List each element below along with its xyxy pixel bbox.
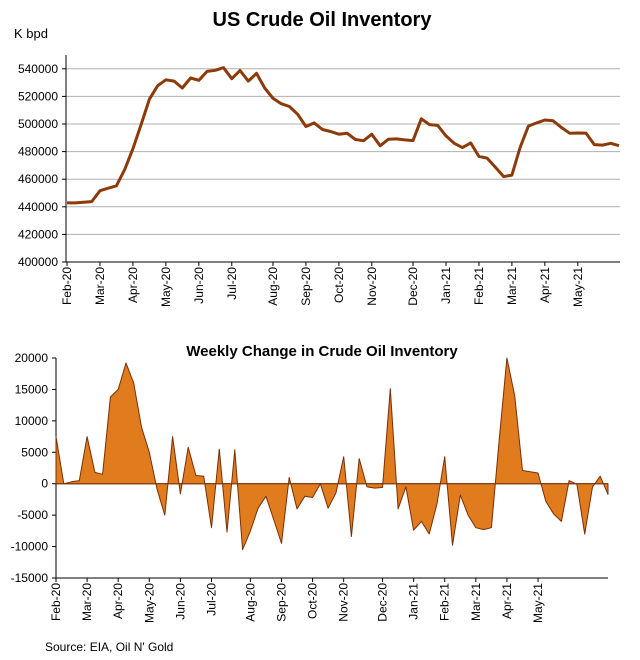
x-tick-label: Mar-20 xyxy=(80,583,94,621)
y-tick-label: 440000 xyxy=(18,200,58,214)
series-weekly-change xyxy=(55,357,609,551)
series-line xyxy=(67,66,620,205)
x-tick-label: Feb-20 xyxy=(49,583,63,621)
y-tick-label: 500000 xyxy=(18,117,58,131)
x-tick-label: May-21 xyxy=(571,267,585,307)
x-tick-label: Nov-20 xyxy=(365,267,379,306)
x-tick-label: Sep-20 xyxy=(299,267,313,306)
y-tick-label: 480000 xyxy=(18,145,58,159)
chart-title: Weekly Change in Crude Oil Inventory xyxy=(186,343,458,360)
axes xyxy=(62,55,620,266)
x-tick-label: Oct-20 xyxy=(332,267,346,303)
chart-inventory: US Crude Oil Inventory K bpd 400000 42000… xyxy=(14,9,620,307)
y-tick-labels: -15000 -10000 -5000 0 5000 10000 15000 20000 xyxy=(11,351,49,585)
chart-weekly-change: Weekly Change in Crude Oil Inventory -15… xyxy=(11,343,609,623)
gridlines xyxy=(66,68,620,235)
source-note: Source: EIA, Oil N' Gold xyxy=(45,640,174,654)
y-tick-label: 10000 xyxy=(15,414,49,428)
x-tick-label: Feb-21 xyxy=(438,583,452,621)
x-tick-label: Mar-20 xyxy=(93,267,107,305)
y-tick-label: 15000 xyxy=(15,382,49,396)
x-tick-label: Jul-20 xyxy=(225,267,239,300)
y-tick-label: 0 xyxy=(41,477,48,491)
x-tick-label: Jun-20 xyxy=(192,267,206,304)
x-tick-label: Feb-20 xyxy=(60,267,74,305)
x-tick-label: Mar-21 xyxy=(505,267,519,305)
y-tick-label: -15000 xyxy=(11,571,49,585)
x-tick-label: May-20 xyxy=(159,267,173,307)
x-tick-label: Jun-20 xyxy=(173,583,187,620)
y-axis-label: K bpd xyxy=(14,26,48,41)
x-tick-label: Aug-20 xyxy=(243,583,257,622)
y-tick-labels: 400000 420000 440000 460000 480000 500000 5200… xyxy=(18,62,58,269)
y-tick-label: 420000 xyxy=(18,227,58,241)
x-tick-label: Jan-21 xyxy=(439,267,453,304)
y-tick-label: 540000 xyxy=(18,62,58,76)
x-tick-label: May-20 xyxy=(142,583,156,623)
x-tick-label: Apr-20 xyxy=(111,583,125,619)
x-tick-label: Jan-21 xyxy=(407,583,421,620)
x-tick-labels: Feb-20 Mar-20 Apr-20 May-20 Jun-20 Jul-20 Aug-… xyxy=(60,267,585,307)
x-tick-label: Jul-20 xyxy=(204,583,218,616)
x-tick-label: Feb-21 xyxy=(472,267,486,305)
y-tick-label: 460000 xyxy=(18,172,58,186)
y-tick-label: 20000 xyxy=(15,351,49,365)
series-inventory xyxy=(67,66,620,205)
y-tick-label: -5000 xyxy=(17,508,48,522)
y-tick-label: -10000 xyxy=(11,540,49,554)
y-tick-label: 5000 xyxy=(21,445,48,459)
y-tick-label: 400000 xyxy=(18,255,58,269)
x-tick-label: Nov-20 xyxy=(337,583,351,622)
x-tick-label: Dec-20 xyxy=(376,583,390,622)
x-tick-label: May-21 xyxy=(531,583,545,623)
x-tick-label: Aug-20 xyxy=(266,267,280,306)
x-tick-label: Apr-21 xyxy=(538,267,552,303)
y-tick-label: 520000 xyxy=(18,89,58,103)
area-fill xyxy=(55,357,609,551)
x-tick-label: Dec-20 xyxy=(406,267,420,306)
x-tick-label: Apr-20 xyxy=(126,267,140,303)
x-tick-label: Sep-20 xyxy=(274,583,288,622)
chart-title: US Crude Oil Inventory xyxy=(213,9,433,31)
x-tick-labels: Feb-20 Mar-20 Apr-20 May-20 Jun-20 Jul-20 Aug-… xyxy=(49,583,545,623)
x-tick-label: Mar-21 xyxy=(469,583,483,621)
x-tick-label: Apr-21 xyxy=(500,583,514,619)
x-tick-label: Oct-20 xyxy=(306,583,320,619)
